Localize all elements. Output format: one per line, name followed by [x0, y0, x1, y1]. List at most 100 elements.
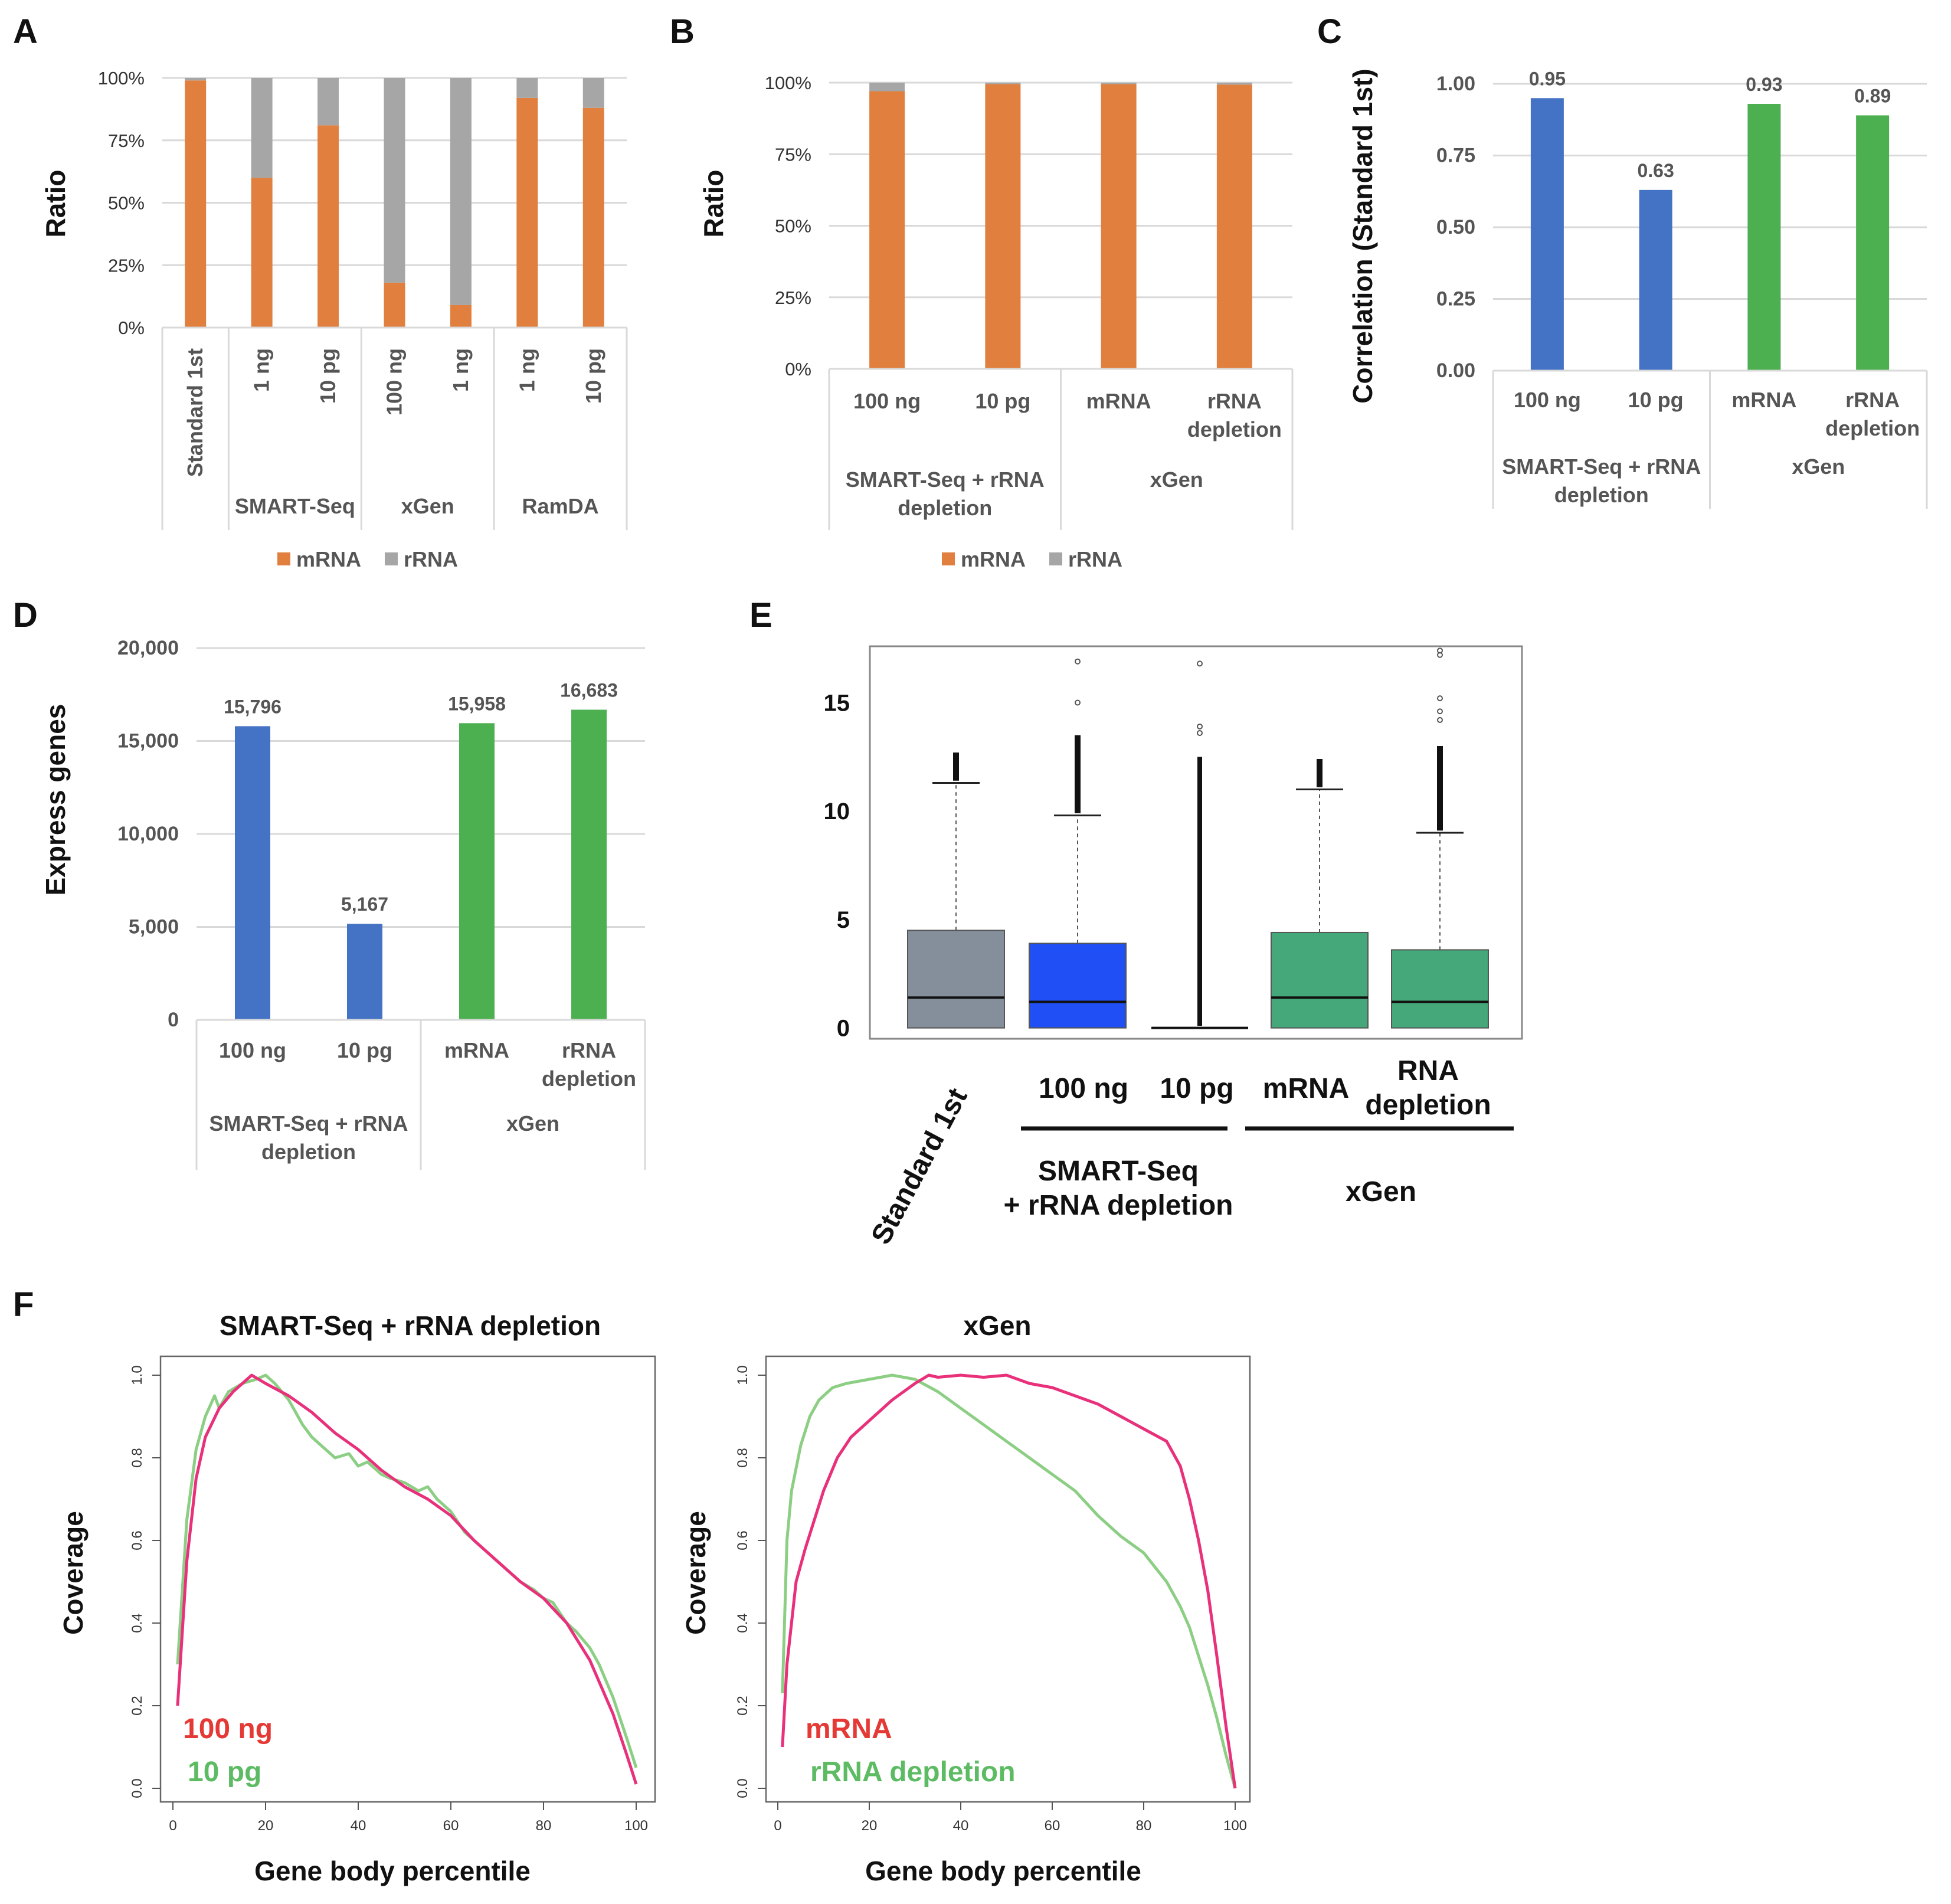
panel-label-e: E	[749, 596, 772, 634]
outlier-point-10-pg	[1197, 723, 1203, 729]
y-tick-label: 0.0	[735, 1778, 751, 1798]
outlier-point-rna-depletion	[1437, 708, 1443, 715]
y-tick-label: 75%	[775, 144, 811, 165]
y-tick-label: 0.75	[1436, 145, 1475, 167]
category-label: 100 ng	[853, 389, 921, 413]
bar-rrna-1-ng	[450, 78, 472, 305]
y-tick-label: 5,000	[129, 916, 179, 938]
group-label: RamDA	[522, 494, 599, 518]
panel-c-chart: Correlation (Standard 1st) 0.000.250.500…	[1347, 68, 1928, 509]
bar-rrna-1-ng	[516, 78, 538, 98]
bar-rrna-depletion	[571, 709, 607, 1020]
x-tick-label: 100	[1223, 1818, 1247, 1834]
category-label: 100 ng	[219, 1038, 286, 1062]
panel-f-right-lines	[781, 1373, 1237, 1789]
category-label: 10 pg	[581, 348, 605, 404]
category-label: 100 ng	[1039, 1073, 1128, 1104]
panel-a-chart: Ratio 0% 25% 50% 75% 100% Standard 1st 1 ng 10…	[40, 68, 628, 571]
x-tick-label: 60	[1045, 1818, 1060, 1834]
x-tick-label: 0	[774, 1818, 781, 1834]
data-label: 5,167	[341, 894, 388, 915]
bar-100-ng	[235, 726, 270, 1020]
group-label: SMART-Seq + rRNA	[846, 467, 1045, 492]
category-label: 10 pg	[1160, 1073, 1233, 1104]
panel-c-category-labels: 100 ng 10 pg mRNA rRNA depletion	[1514, 388, 1920, 440]
x-tick-label: 20	[258, 1818, 274, 1834]
panel-label-b: B	[670, 12, 695, 51]
panel-f-left-y-axis-label: Coverage	[58, 1511, 89, 1635]
panel-d-category-labels: 100 ng 10 pg mRNA rRNA depletion	[219, 1038, 636, 1091]
bar-rrna-10-pg	[317, 78, 339, 126]
panel-a-category-frame	[161, 326, 628, 530]
y-tick-label: 10	[824, 799, 850, 825]
bar-mrna-mrna	[1101, 84, 1137, 369]
group-label: xGen	[506, 1111, 559, 1136]
y-tick-label: 0.2	[129, 1696, 145, 1715]
bar-mrna-standard-1st	[185, 80, 207, 328]
panel-b-chart: Ratio 0% 25% 50% 75% 100% 100 ng 10 pg mRNA rRN…	[698, 73, 1294, 571]
category-label: 1 ng	[515, 348, 539, 392]
x-tick-label: 40	[351, 1818, 366, 1834]
legend-swatch-rrna	[1049, 552, 1062, 565]
y-tick-label: 0.25	[1436, 288, 1475, 310]
panel-c-group-labels: SMART-Seq + rRNA depletion xGen	[1502, 454, 1845, 507]
panel-c-bars: 0.95 0.63 0.93 0.89	[1529, 68, 1891, 371]
outlier-point-100-ng	[1075, 658, 1081, 665]
panel-e-chart: 0 5 10 15 Standard 1st 100 ng 10 pg mRNA RNAdep…	[824, 645, 1523, 1249]
y-tick-label: 0.4	[129, 1613, 145, 1633]
y-tick-label: 0	[168, 1009, 179, 1031]
panel-f-right-y-axis-label: Coverage	[680, 1511, 711, 1635]
y-tick-label: 0.8	[735, 1448, 751, 1467]
category-label: 10 pg	[975, 389, 1030, 413]
category-label: depletion	[1187, 417, 1282, 441]
category-label: mRNA	[1263, 1073, 1350, 1104]
legend-swatch-rrna	[385, 552, 398, 565]
category-label: 100 ng	[1514, 388, 1581, 412]
y-tick-label: 25%	[108, 255, 145, 276]
bar-mrna-1-ng	[251, 178, 273, 328]
series-line-rrna-depletion	[781, 1373, 1237, 1789]
panel-d-category-frame	[195, 1019, 646, 1170]
panel-b-category-frame	[828, 368, 1294, 530]
panel-f-left-chart: SMART-Seq + rRNA depletion 0 20 40 60 80 1000…	[58, 1310, 656, 1886]
category-label: rRNA	[1207, 389, 1262, 413]
category-label: RNA	[1397, 1055, 1459, 1087]
group-label: xGen	[1792, 454, 1845, 479]
panel-c-y-ticks: 0.00 0.25 0.50 0.75 1.00	[1436, 73, 1475, 382]
y-tick-label: 100%	[98, 68, 145, 89]
panel-f-left-plot-frame	[159, 1355, 656, 1803]
box-mrna	[1271, 931, 1369, 1029]
legend-label-mrna: mRNA	[961, 547, 1026, 571]
panel-a-bars	[185, 78, 604, 328]
panel-b-legend: mRNA rRNA	[942, 547, 1122, 571]
group-label: xGen	[401, 494, 454, 518]
x-tick-label: 0	[169, 1818, 176, 1834]
legend-label-mrna: mRNA	[296, 547, 361, 571]
x-tick-label: 80	[1136, 1818, 1152, 1834]
bar-rrna-10-pg	[582, 78, 604, 108]
y-tick-label: 1.0	[129, 1365, 145, 1385]
category-label: Standard 1st	[183, 348, 207, 477]
y-tick-label: 20,000	[117, 637, 179, 659]
bar-mrna-1-ng	[516, 97, 538, 328]
panel-b-bars	[869, 83, 1252, 369]
y-tick-label: 0.00	[1436, 359, 1475, 382]
panel-label-d: D	[13, 596, 38, 634]
bar-mrna-10-pg	[582, 107, 604, 328]
category-label: 1 ng	[449, 348, 473, 392]
outlier-point-100-ng	[1075, 699, 1081, 706]
panel-a-legend: mRNA rRNA	[277, 547, 458, 571]
series-line-10-pg	[176, 1373, 638, 1768]
panel-a-y-axis-label: Ratio	[40, 170, 71, 238]
panel-d-y-ticks: 0 5,000 10,000 15,000 20,000	[117, 637, 179, 1031]
bar-rrna-rrna-depletion	[1216, 83, 1252, 85]
group-label: depletion	[261, 1140, 356, 1164]
panel-f-left-x-axis-label: Gene body percentile	[254, 1856, 531, 1886]
panel-f-left-legend-100ng: 100 ng	[183, 1713, 273, 1745]
panel-e-y-ticks: 0 5 10 15	[824, 691, 850, 1042]
panel-f-left-ticks: 0 20 40 60 80 100 0.0 0.2 0.4 0.6 0.8 1.0	[129, 1365, 648, 1834]
y-tick-label: 15	[824, 691, 850, 717]
category-label: rRNA	[562, 1038, 616, 1062]
y-tick-label: 0.50	[1436, 216, 1475, 238]
data-label: 16,683	[560, 679, 618, 701]
